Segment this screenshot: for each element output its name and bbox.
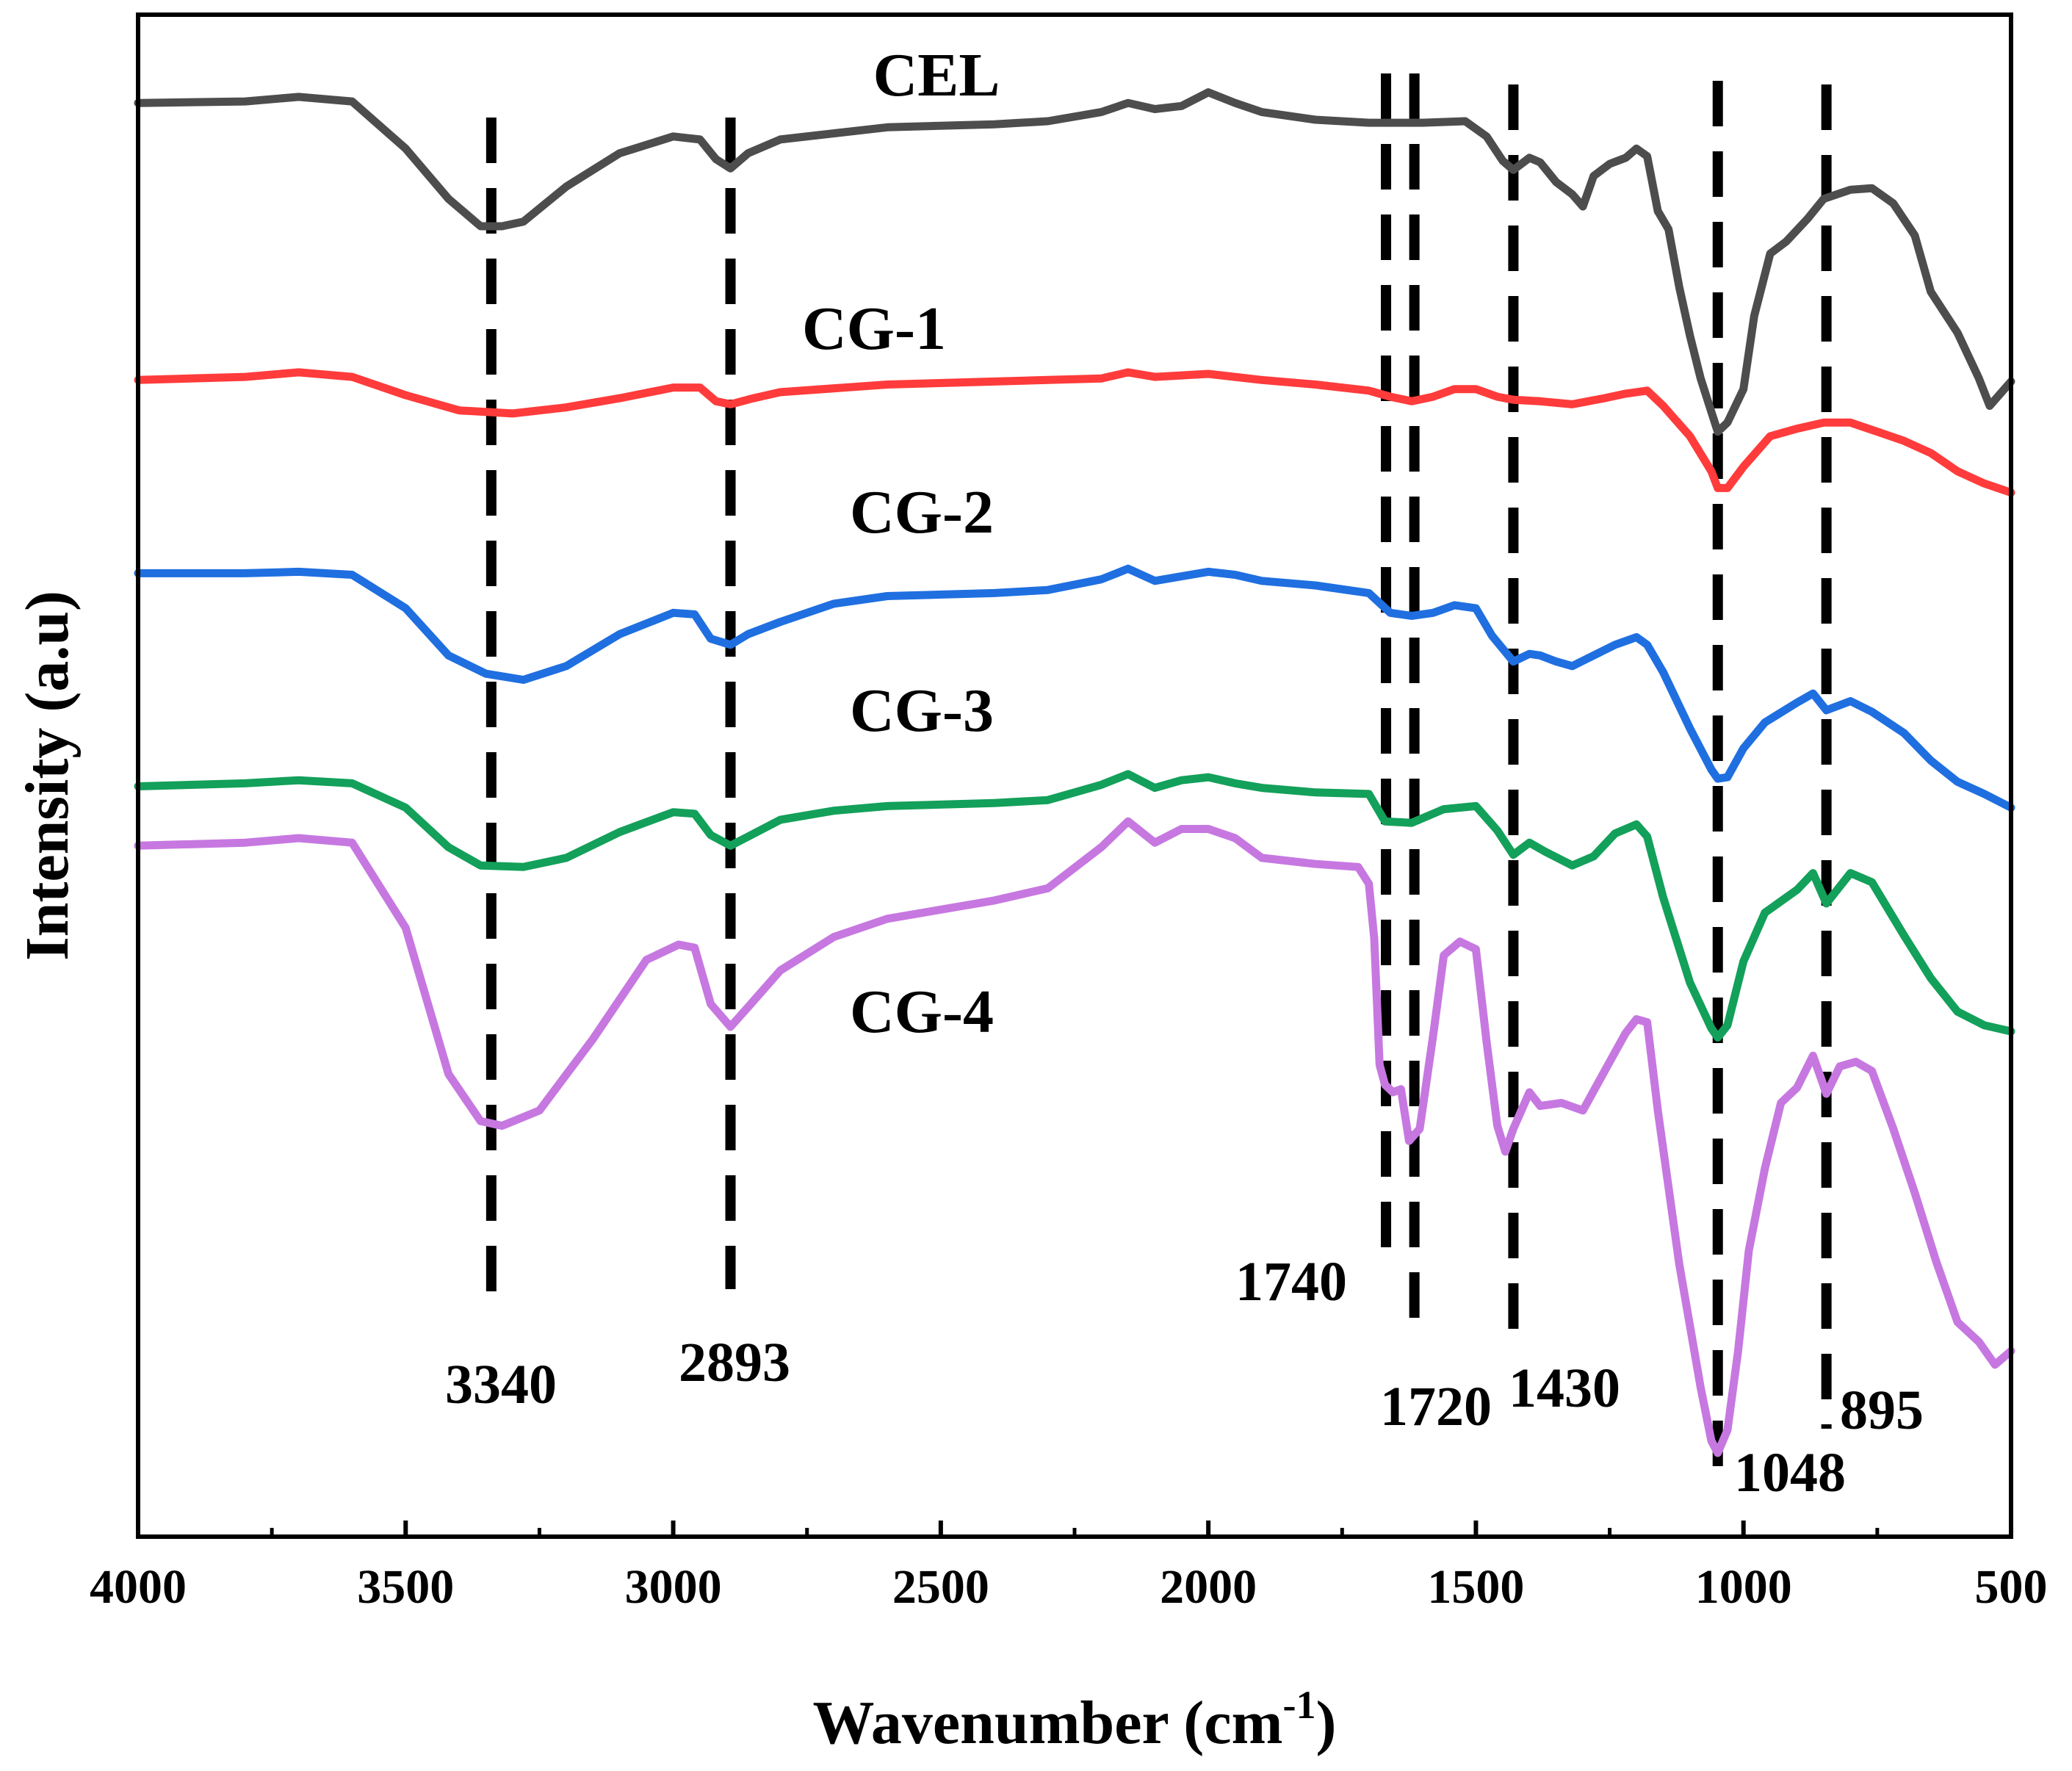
series-label-cel: CEL <box>873 41 1000 109</box>
x-tick-label: 2500 <box>892 1560 989 1614</box>
x-axis-title: Wavenumber (cm-1) <box>812 1683 1336 1757</box>
x-tick-label: 500 <box>1975 1560 2048 1614</box>
peak-label: 3340 <box>445 1354 557 1415</box>
peak-label: 895 <box>1840 1379 1924 1441</box>
peak-label: 2893 <box>679 1332 790 1393</box>
peak-label: 1740 <box>1235 1251 1347 1313</box>
y-axis-title: Intensity (a.u) <box>13 591 82 961</box>
series-line-cel <box>134 88 2015 436</box>
x-tick-label: 1500 <box>1427 1560 1524 1614</box>
x-tick-label: 3500 <box>357 1560 454 1614</box>
x-axis: 4000 3500 3000 2500 2000 1500 1000 500 <box>90 1521 2048 1614</box>
x-tick-label: 2000 <box>1160 1560 1257 1614</box>
series-label-group: CEL CG-1 CG-2 CG-3 CG-4 <box>802 41 1000 1046</box>
x-axis-title-suffix: ) <box>1316 1689 1337 1757</box>
series-line-cg-4 <box>134 817 2015 1457</box>
series-label-cg-2: CG-2 <box>850 478 994 547</box>
peak-marker-group <box>485 73 1832 1484</box>
peak-label: 1720 <box>1380 1376 1492 1438</box>
series-group <box>134 88 2015 1457</box>
series-line-cg-2 <box>134 564 2015 812</box>
series-line-cg-1 <box>134 368 2015 497</box>
x-tick-label: 3000 <box>625 1560 722 1614</box>
x-axis-title-main: Wavenumber (cm <box>812 1689 1282 1757</box>
series-label-cg-1: CG-1 <box>802 295 946 363</box>
x-tick-label: 4000 <box>90 1560 187 1614</box>
x-tick-label: 1000 <box>1695 1560 1792 1614</box>
series-label-cg-4: CG-4 <box>850 978 994 1046</box>
x-axis-title-superscript: -1 <box>1283 1683 1316 1727</box>
series-label-cg-3: CG-3 <box>850 677 994 745</box>
series-line-cg-3 <box>134 770 2015 1042</box>
peak-label: 1430 <box>1509 1357 1620 1419</box>
peak-label: 1048 <box>1734 1442 1846 1504</box>
